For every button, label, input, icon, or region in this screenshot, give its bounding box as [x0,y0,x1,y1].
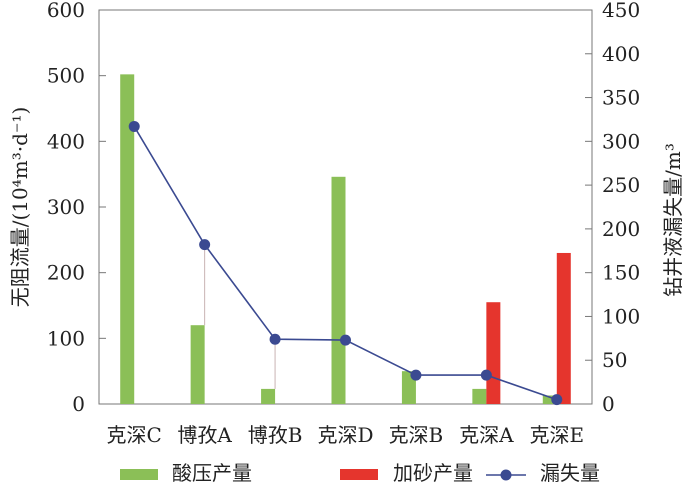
right-axis-tick-label: 250 [602,173,640,197]
legend-swatch-sand [340,469,378,480]
right-axis-tick-label: 450 [602,0,640,22]
category-label: 博孜B [248,423,303,447]
left-axis-title: 无阻流量/(10⁴m³·d⁻¹) [8,107,32,308]
left-axis-tick-label: 500 [47,64,85,88]
right-axis-tick-label: 100 [602,304,640,328]
category-label: 克深E [529,423,584,447]
legend-label-loss: 漏失量 [540,461,600,485]
legend-swatch-acid [120,469,158,480]
left-axis-tick-label: 200 [47,261,85,285]
loss-point-6 [551,394,563,406]
right-axis-tick-label: 300 [602,129,640,153]
right-axis-tick-label: 50 [602,348,627,372]
legend-label-acid: 酸压产量 [172,461,252,485]
bar-sand-6 [556,252,571,404]
left-axis-tick-label: 0 [72,392,85,416]
category-label: 克深D [317,423,373,447]
category-label: 博孜A [177,423,232,447]
bar-acid-1 [190,325,205,404]
bar-acid-2 [261,388,276,404]
left-axis-tick-label: 300 [47,195,85,219]
right-axis-tick-label: 150 [602,261,640,285]
bar-acid-6 [542,395,557,404]
right-axis-title: 钻井液漏失量/m³ [661,143,685,297]
legend-label-sand: 加砂产量 [393,461,473,485]
loss-point-4 [410,369,422,381]
left-axis-tick-label: 600 [47,0,85,22]
loss-point-5 [480,369,492,381]
category-label: 克深C [107,423,162,447]
category-label: 克深B [389,423,444,447]
category-label: 克深A [459,423,514,447]
bar-sand-5 [486,302,501,404]
right-axis-tick-label: 0 [602,392,615,416]
bar-acid-4 [401,371,416,404]
legend-marker-loss [500,469,512,481]
left-axis-tick-label: 400 [47,129,85,153]
loss-point-3 [340,334,351,346]
left-axis-tick-label: 100 [47,326,85,350]
right-axis-tick-label: 350 [602,86,640,110]
right-axis-tick-label: 400 [602,42,640,66]
loss-point-2 [269,333,281,345]
loss-point-0 [128,120,140,132]
right-axis-tick-label: 200 [602,217,640,241]
bar-acid-0 [120,74,135,404]
loss-point-1 [199,239,211,251]
bar-acid-5 [472,388,487,404]
bar-acid-3 [331,176,346,404]
